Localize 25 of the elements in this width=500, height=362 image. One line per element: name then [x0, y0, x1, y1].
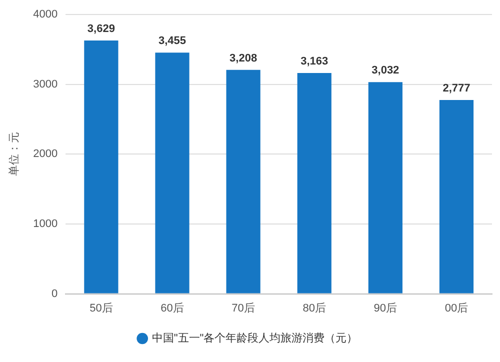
bar: [84, 40, 118, 294]
legend-label: 中国"五一"各个年龄段人均旅游消费（元）: [152, 332, 358, 345]
x-tick-label: 80后: [302, 301, 326, 314]
data-label: 3,163: [300, 56, 328, 68]
y-tick-label: 0: [52, 288, 58, 300]
x-tick-label: 90后: [374, 301, 398, 314]
data-label: 3,032: [372, 64, 400, 77]
bar: [297, 73, 332, 294]
data-label: 3,629: [87, 23, 115, 36]
data-label: 3,208: [230, 52, 258, 64]
x-tick-label: 70后: [232, 301, 255, 314]
x-tick-label: 60后: [160, 301, 184, 314]
x-tick-label: 50后: [90, 301, 113, 314]
y-tick-label: 2000: [33, 148, 58, 160]
bar: [439, 100, 474, 294]
data-label: 3,455: [158, 35, 186, 48]
y-tick-label: 1000: [33, 218, 58, 230]
x-tick-label: 00后: [444, 301, 468, 314]
bar: [368, 82, 402, 294]
bar: [155, 52, 190, 294]
data-label: 2,777: [442, 82, 470, 94]
y-tick-label: 4000: [33, 8, 58, 21]
y-axis-title: 单位：元: [8, 132, 21, 176]
y-tick-label: 3000: [33, 78, 58, 90]
bar: [226, 70, 260, 294]
